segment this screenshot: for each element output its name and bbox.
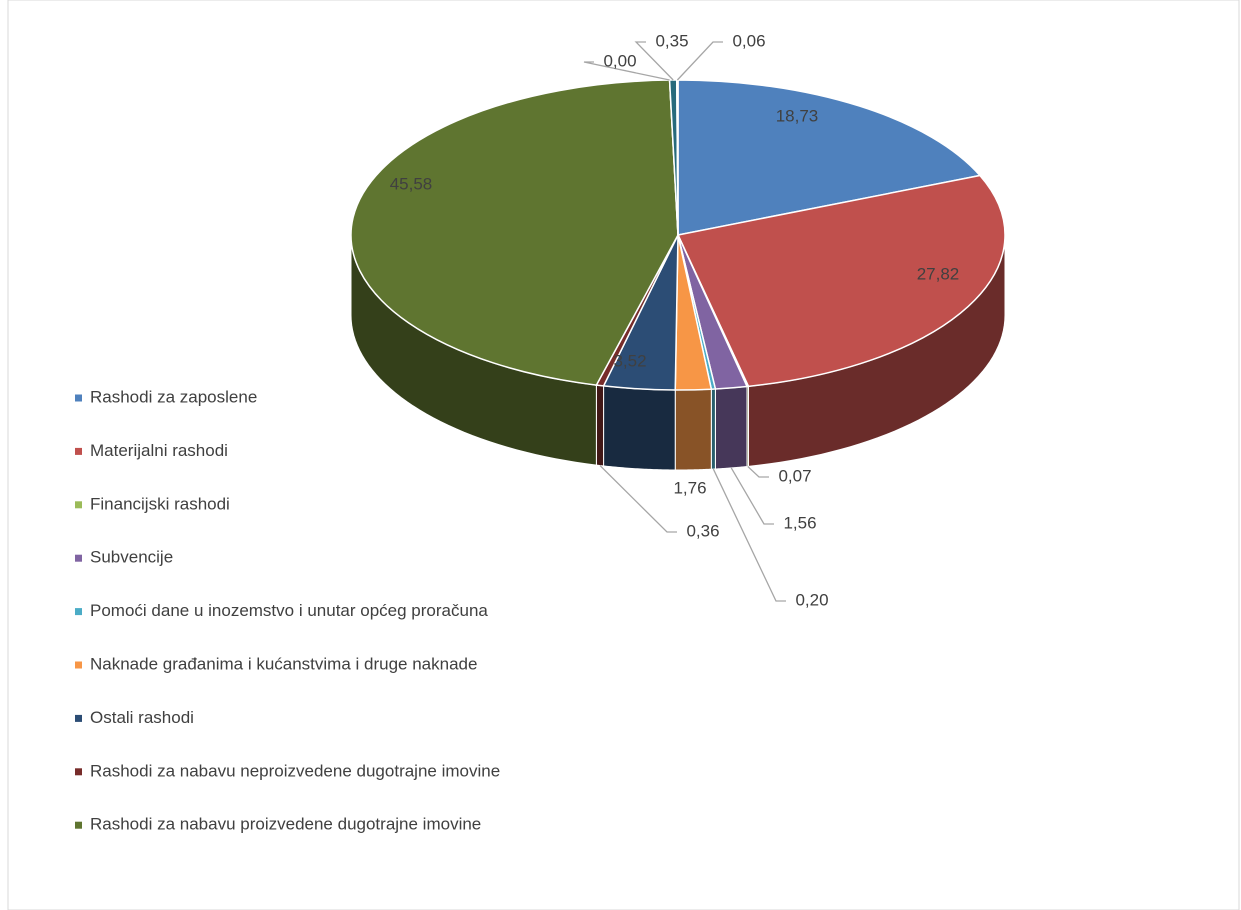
legend-label: Ostali rashodi	[90, 708, 194, 727]
leader-line	[634, 41, 674, 81]
data-label: 0,36	[686, 521, 719, 540]
data-label: 0,06	[732, 31, 765, 50]
legend-label: Naknade građanima i kućanstvima i druge …	[90, 654, 477, 673]
leader-line	[730, 467, 774, 525]
data-label: 1,56	[783, 513, 816, 532]
slice-side	[710, 388, 716, 470]
legend-label: Pomoći dane u inozemstvo i unutar općeg …	[90, 601, 488, 620]
data-label: 45,58	[390, 174, 433, 193]
legend-swatch	[75, 447, 82, 455]
slice-side	[595, 384, 605, 467]
leader-line	[747, 465, 769, 478]
leader-line	[599, 465, 677, 533]
legend-swatch	[75, 608, 82, 616]
leader-line	[583, 61, 670, 81]
legend-swatch	[75, 661, 82, 669]
legend-label: Rashodi za zaposlene	[90, 387, 257, 406]
legend-swatch	[75, 714, 82, 722]
legend-swatch	[75, 768, 82, 776]
legend-label: Rashodi za nabavu proizvedene dugotrajne…	[90, 815, 481, 834]
legend-label: Subvencije	[90, 548, 173, 567]
leader-line	[676, 41, 723, 81]
legend-label: Rashodi za nabavu neproizvedene dugotraj…	[90, 761, 500, 780]
legend-swatch	[75, 554, 82, 562]
slice	[677, 79, 982, 236]
data-label: 0,07	[778, 466, 811, 485]
legend-swatch	[75, 821, 82, 829]
legend-swatch	[75, 501, 82, 509]
data-label: 0,20	[795, 590, 828, 609]
slice-side	[674, 388, 712, 471]
slice-side	[714, 385, 748, 470]
slice	[350, 79, 679, 386]
data-label: 0,35	[655, 31, 688, 50]
legend-label: Materijalni rashodi	[90, 441, 228, 460]
legend-label: Financijski rashodi	[90, 494, 230, 513]
data-label: 27,82	[917, 264, 960, 283]
leader-line	[712, 468, 786, 602]
data-label: 18,73	[776, 106, 819, 125]
legend-swatch	[75, 394, 82, 402]
data-label: 1,76	[673, 478, 706, 497]
slice-side	[603, 385, 676, 471]
data-label: 3,52	[613, 351, 646, 370]
data-label: 0,00	[603, 51, 636, 70]
slice	[676, 174, 1006, 388]
